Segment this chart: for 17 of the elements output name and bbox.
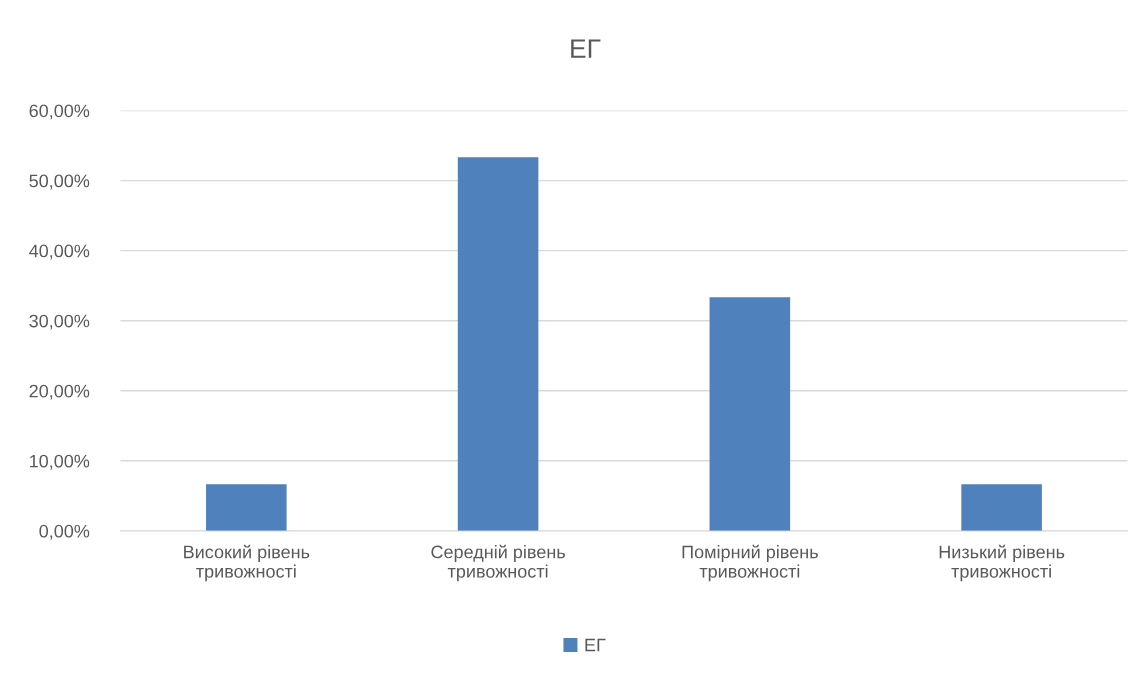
x-tick-label: Низький рівень тривожності	[939, 544, 1065, 582]
x-tick-label: Високий рівень тривожності	[184, 544, 310, 582]
y-tick-label: 10,00%	[30, 454, 90, 470]
legend-label: ЕГ	[585, 638, 606, 652]
bar	[206, 484, 287, 531]
x-tick-label: Середній рівень тривожності	[431, 544, 565, 582]
bar	[457, 157, 539, 531]
y-tick-label: 30,00%	[29, 314, 90, 330]
y-tick-label: 0,00%	[39, 524, 90, 540]
x-tick-label: Помірний рівень тривожності	[682, 544, 818, 582]
bar	[709, 297, 791, 531]
y-tick-label: 40,00%	[29, 244, 90, 260]
chart-title: ЕГ	[571, 39, 601, 58]
y-tick-label: 60,00%	[29, 104, 90, 120]
y-tick-label: 20,00%	[29, 384, 90, 400]
y-tick-label: 50,00%	[29, 174, 90, 190]
bar	[961, 484, 1042, 531]
